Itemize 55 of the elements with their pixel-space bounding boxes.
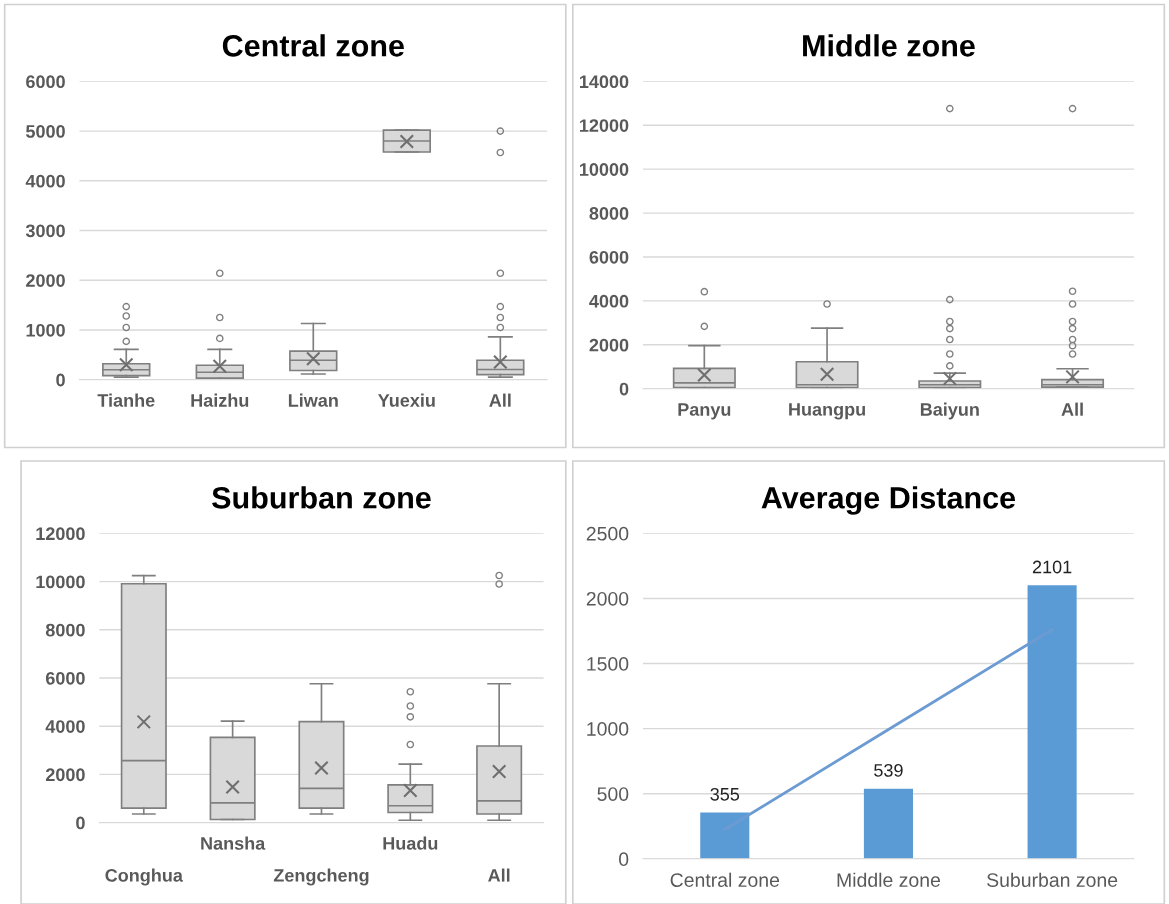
y-tick-label: 2000 — [589, 338, 629, 352]
y-tick-label: 2500 — [586, 526, 629, 541]
y-tick-label: 4000 — [25, 174, 65, 188]
x-tick-label: All — [1061, 402, 1083, 416]
y-tick-label: 4000 — [589, 294, 629, 308]
x-tick-label: Huadu — [383, 836, 438, 850]
y-tick-label: 12000 — [580, 119, 629, 132]
y-tick-label: 1000 — [587, 722, 629, 736]
y-tick-label: 2000 — [586, 591, 629, 606]
y-tick-label: 500 — [597, 787, 629, 801]
data-label: 539 — [874, 763, 903, 777]
y-tick-label: 14000 — [580, 75, 629, 89]
chart-title: Average Distance — [761, 486, 1016, 515]
bar — [863, 788, 913, 859]
y-tick-label: 10000 — [36, 575, 85, 589]
x-tick-label: Liwan — [288, 393, 338, 407]
x-tick-label: Zengcheng — [273, 868, 369, 886]
x-tick-label: Panyu — [678, 403, 731, 420]
y-tick-label: 1500 — [587, 657, 629, 671]
y-tick-label: 2000 — [26, 274, 65, 287]
x-tick-label: All — [488, 868, 510, 882]
x-tick-label: Middle zone — [837, 872, 940, 887]
y-tick-label: 12000 — [36, 527, 85, 541]
chart-title: Suburban zone — [212, 486, 431, 509]
y-tick-label: 6000 — [589, 250, 629, 264]
x-tick-label: Haizhu — [191, 393, 249, 407]
x-tick-label: Central zone — [670, 872, 780, 887]
y-tick-label: 10000 — [580, 163, 629, 176]
y-tick-label: 3000 — [25, 224, 65, 238]
x-tick-label: Conghua — [105, 868, 184, 886]
bar — [1027, 585, 1077, 859]
y-tick-label: 6000 — [45, 671, 85, 685]
x-tick-label: Suburban zone — [987, 872, 1118, 887]
y-tick-label: 8000 — [589, 207, 629, 220]
data-label: 2101 — [1032, 560, 1072, 574]
y-tick-label: 0 — [56, 373, 65, 387]
y-tick-label: 0 — [619, 852, 629, 867]
data-label: 355 — [710, 787, 740, 801]
y-tick-label: 0 — [619, 382, 629, 396]
x-tick-label: Yuexiu — [378, 393, 435, 407]
chart-title: Central zone — [222, 34, 404, 57]
y-tick-label: 5000 — [26, 125, 65, 138]
y-tick-label: 8000 — [45, 623, 85, 637]
x-tick-label: Tianhe — [97, 393, 155, 407]
chart-title: Middle zone — [803, 34, 975, 57]
y-tick-label: 4000 — [45, 720, 85, 733]
x-tick-label: Nansha — [201, 836, 266, 850]
y-tick-label: 1000 — [26, 323, 65, 337]
bar — [700, 812, 750, 859]
y-tick-label: 0 — [76, 816, 85, 830]
y-tick-label: 6000 — [26, 75, 65, 89]
x-tick-label: Huangpu — [789, 403, 865, 420]
x-tick-label: Baiyun — [920, 402, 979, 420]
y-tick-label: 2000 — [45, 768, 85, 782]
x-tick-label: All — [489, 393, 511, 407]
